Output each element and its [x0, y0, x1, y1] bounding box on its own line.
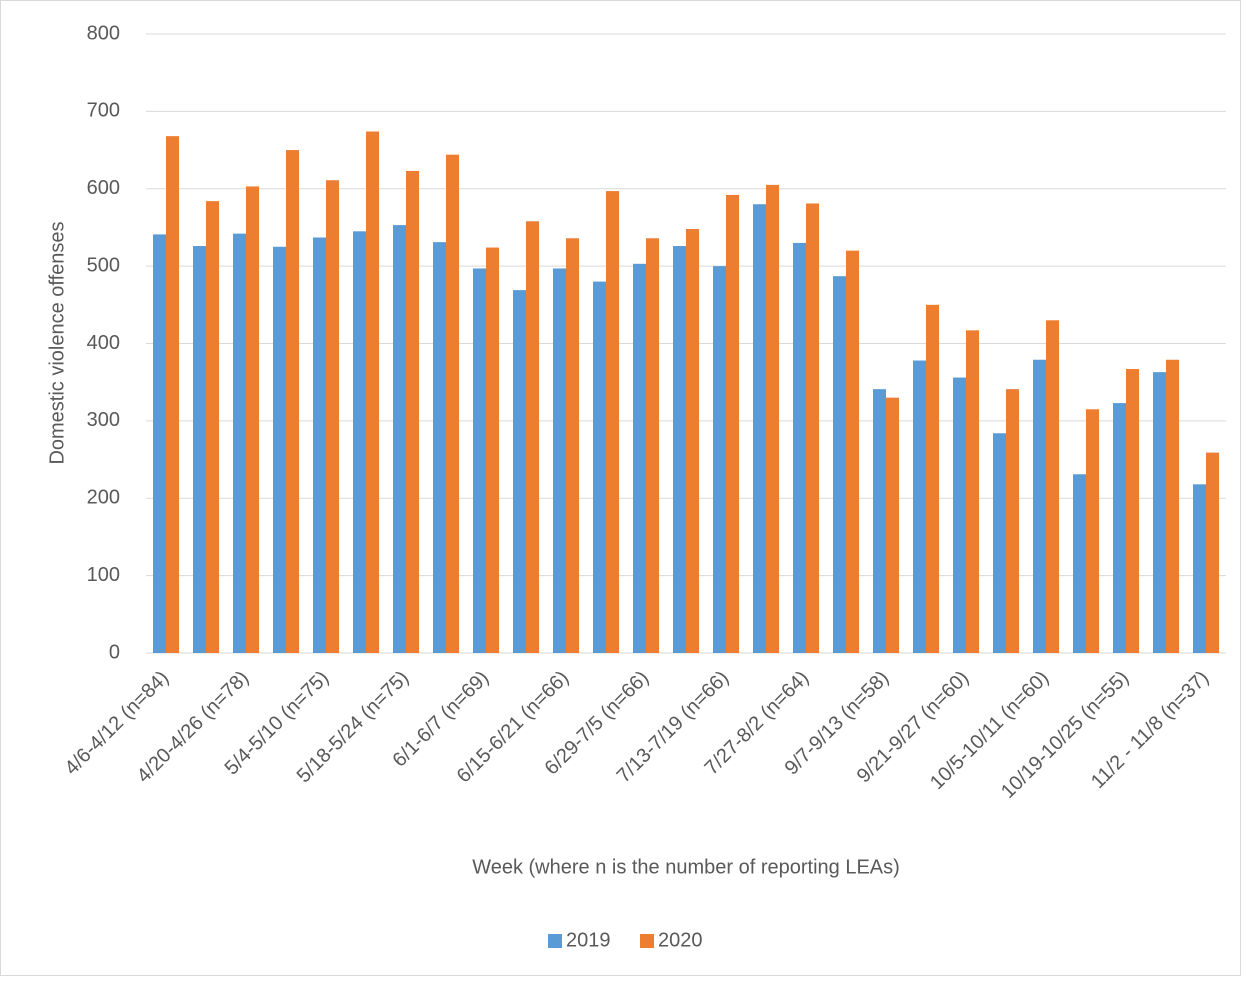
legend-label: 2020	[658, 929, 703, 951]
bar	[953, 377, 966, 653]
bar	[486, 247, 499, 653]
bar	[526, 221, 539, 653]
y-tick-label: 700	[87, 100, 120, 122]
bar	[406, 170, 419, 654]
bar	[873, 389, 886, 653]
bar	[513, 290, 526, 653]
bar	[966, 330, 979, 653]
bar	[673, 246, 686, 653]
bar	[846, 250, 859, 653]
bar	[206, 201, 219, 653]
bar	[393, 225, 406, 653]
bar	[1006, 389, 1019, 653]
bar	[433, 242, 446, 654]
y-tick-label: 100	[87, 564, 120, 586]
bar	[193, 246, 206, 653]
bar	[166, 136, 179, 653]
bar	[886, 397, 899, 653]
y-tick-label: 500	[87, 254, 120, 276]
legend-swatch	[548, 934, 562, 948]
bar	[566, 238, 579, 653]
bar	[806, 203, 819, 654]
bar	[606, 191, 619, 654]
y-tick-label: 800	[87, 22, 120, 44]
y-tick-label: 200	[87, 487, 120, 509]
bar	[153, 234, 166, 653]
bar	[313, 237, 326, 653]
bar	[233, 233, 246, 653]
bar	[553, 268, 566, 653]
x-axis-title: Week (where n is the number of reporting…	[472, 856, 900, 878]
bar	[993, 433, 1006, 653]
bar	[1046, 320, 1059, 653]
bar	[286, 150, 299, 653]
bar	[1193, 484, 1206, 653]
bar	[1126, 369, 1139, 653]
y-tick-label: 0	[109, 641, 120, 663]
legend-swatch	[640, 934, 654, 948]
y-tick-label: 400	[87, 332, 120, 354]
y-tick-label: 300	[87, 409, 120, 431]
bar	[793, 242, 806, 653]
bar	[713, 266, 726, 653]
bar	[273, 246, 286, 653]
bar	[633, 263, 646, 653]
bar	[833, 276, 846, 653]
bar	[1073, 474, 1086, 653]
bar	[726, 194, 739, 653]
bar	[353, 231, 366, 653]
bar	[366, 131, 379, 653]
bar	[1153, 372, 1166, 653]
bar	[913, 360, 926, 653]
y-axis-title: Domestic violence offenses	[46, 221, 68, 464]
bar	[1033, 359, 1046, 653]
y-tick-label: 600	[87, 177, 120, 199]
bar	[1206, 452, 1219, 653]
bar	[753, 204, 766, 653]
bar	[246, 186, 259, 653]
bar	[593, 281, 606, 653]
bar	[686, 228, 699, 654]
bar	[446, 154, 459, 653]
bar	[1113, 403, 1126, 653]
bar	[1086, 409, 1099, 653]
legend-label: 2019	[566, 929, 611, 951]
bar	[1166, 359, 1179, 653]
bar	[646, 238, 659, 653]
bar	[766, 184, 779, 653]
bar	[326, 180, 339, 653]
bar	[926, 304, 939, 653]
bar	[473, 268, 486, 653]
